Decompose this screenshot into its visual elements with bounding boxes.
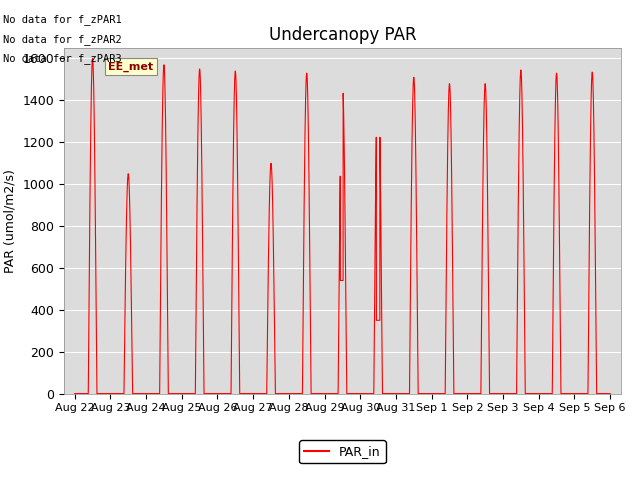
Legend: PAR_in: PAR_in <box>299 440 386 463</box>
Text: No data for f_zPAR3: No data for f_zPAR3 <box>3 53 122 64</box>
Text: No data for f_zPAR2: No data for f_zPAR2 <box>3 34 122 45</box>
Text: EE_met: EE_met <box>108 62 154 72</box>
Y-axis label: PAR (umol/m2/s): PAR (umol/m2/s) <box>4 169 17 273</box>
Title: Undercanopy PAR: Undercanopy PAR <box>269 25 416 44</box>
Text: No data for f_zPAR1: No data for f_zPAR1 <box>3 14 122 25</box>
